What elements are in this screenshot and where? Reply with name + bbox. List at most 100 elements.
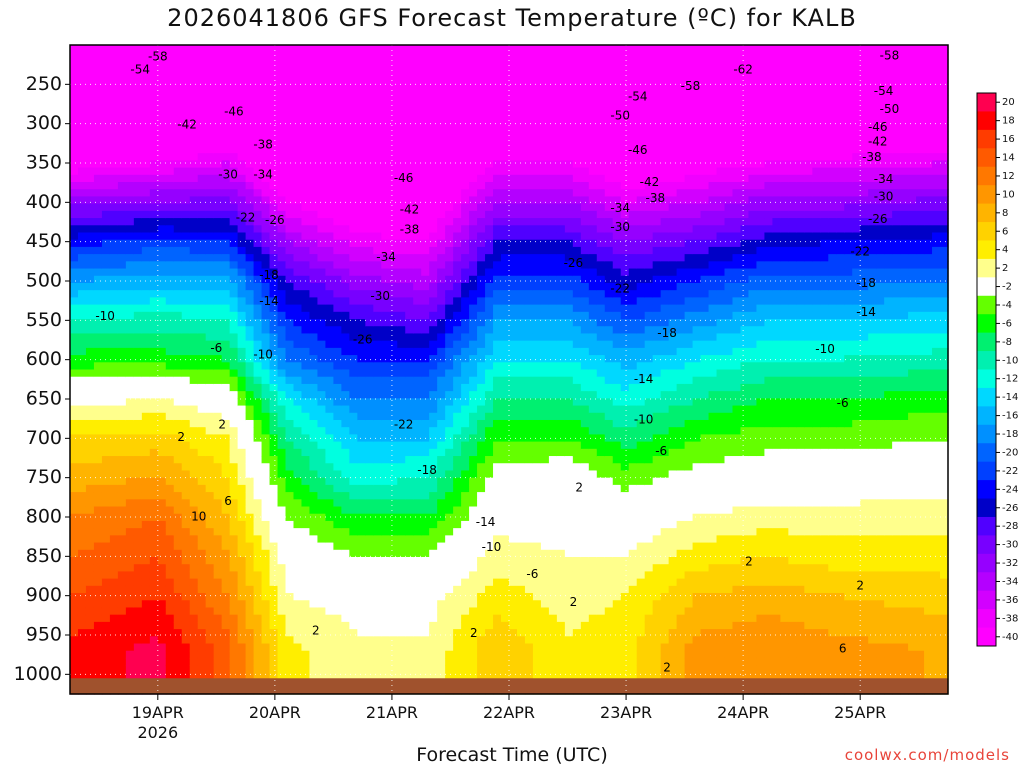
- temp-cell: [445, 347, 454, 356]
- temp-cell: [70, 333, 79, 342]
- temp-cell: [421, 203, 430, 212]
- temp-cell: [85, 672, 95, 681]
- temp-cell: [269, 629, 279, 637]
- temp-cell: [493, 477, 502, 486]
- temp-cell: [125, 282, 135, 291]
- temp-cell: [381, 672, 390, 681]
- temp-cell: [221, 600, 231, 609]
- temp-cell: [165, 441, 175, 450]
- temp-cell: [445, 117, 454, 125]
- temp-cell: [357, 203, 366, 212]
- temp-cell: [413, 556, 422, 565]
- temp-cell: [133, 225, 143, 234]
- temp-cell: [101, 593, 111, 601]
- temp-cell: [317, 261, 327, 270]
- temp-cell: [189, 246, 199, 255]
- temp-cell: [365, 333, 374, 342]
- temp-cell: [429, 124, 438, 133]
- temp-cell: [365, 138, 374, 147]
- temp-cell: [149, 657, 159, 666]
- temp-cell: [213, 535, 223, 544]
- temp-cell: [501, 297, 510, 306]
- temp-cell: [349, 412, 358, 421]
- temp-cell: [109, 621, 119, 630]
- temp-cell: [253, 593, 263, 601]
- temp-cell: [109, 131, 119, 140]
- temp-cell: [421, 564, 430, 573]
- temp-cell: [469, 564, 478, 573]
- temp-cell: [405, 297, 414, 306]
- temp-cell: [317, 52, 327, 61]
- temp-cell: [469, 282, 478, 291]
- temp-cell: [429, 160, 438, 169]
- temp-cell: [445, 268, 454, 277]
- temp-cell: [117, 145, 127, 154]
- temp-cell: [93, 650, 103, 659]
- temp-cell: [421, 319, 430, 327]
- temp-cell: [261, 578, 271, 587]
- temp-cell: [429, 578, 438, 587]
- temp-cell: [229, 52, 239, 61]
- temp-cell: [437, 124, 446, 133]
- temp-cell: [141, 499, 151, 508]
- temp-cell: [165, 593, 175, 601]
- temp-cell: [245, 88, 255, 97]
- temp-cell: [333, 369, 342, 378]
- temp-cell: [157, 600, 167, 609]
- temp-cell: [173, 196, 183, 205]
- temp-cell: [237, 182, 247, 190]
- temp-cell: [277, 66, 287, 75]
- temp-cell: [429, 564, 438, 573]
- temp-cell: [469, 549, 478, 558]
- temp-cell: [93, 239, 103, 248]
- temp-cell: [181, 153, 191, 161]
- temp-cell: [325, 499, 334, 508]
- temp-cell: [365, 218, 374, 226]
- temp-cell: [293, 506, 303, 515]
- temp-cell: [269, 672, 279, 681]
- temp-cell: [253, 73, 263, 82]
- temp-cell: [229, 304, 239, 313]
- temp-cell: [373, 528, 382, 536]
- temp-cell: [365, 369, 374, 378]
- temp-cell: [317, 441, 327, 450]
- temp-cell: [309, 232, 319, 241]
- temp-cell: [117, 513, 127, 522]
- temp-cell: [493, 326, 502, 335]
- temp-cell: [285, 304, 295, 313]
- temp-cell: [165, 95, 175, 104]
- temp-cell: [173, 189, 183, 198]
- temp-cell: [285, 196, 295, 205]
- temp-cell: [405, 448, 414, 457]
- temp-cell: [237, 311, 247, 320]
- temp-cell: [493, 254, 502, 262]
- temp-cell: [293, 434, 303, 443]
- temp-cell: [485, 203, 494, 212]
- temp-cell: [373, 275, 382, 284]
- temp-cell: [429, 585, 438, 594]
- temp-cell: [77, 405, 87, 414]
- temp-cell: [213, 412, 223, 421]
- temp-cell: [285, 218, 295, 226]
- temp-cell: [213, 319, 223, 327]
- temp-cell: [381, 246, 390, 255]
- temp-cell: [405, 59, 414, 68]
- temp-cell: [173, 131, 183, 140]
- temp-cell: [269, 232, 279, 241]
- temp-cell: [397, 636, 406, 645]
- temp-cell: [149, 182, 159, 190]
- temp-cell: [237, 528, 247, 536]
- temp-cell: [181, 145, 191, 154]
- temp-cell: [349, 643, 358, 652]
- temp-cell: [357, 189, 366, 198]
- temp-cell: [77, 88, 87, 97]
- temp-cell: [349, 232, 358, 241]
- temp-cell: [213, 73, 223, 82]
- temp-cell: [133, 643, 143, 652]
- temp-cell: [197, 131, 207, 140]
- temp-cell: [397, 376, 406, 385]
- temp-cell: [485, 665, 494, 673]
- temp-cell: [421, 470, 430, 479]
- temp-cell: [189, 463, 199, 472]
- temp-cell: [165, 665, 175, 673]
